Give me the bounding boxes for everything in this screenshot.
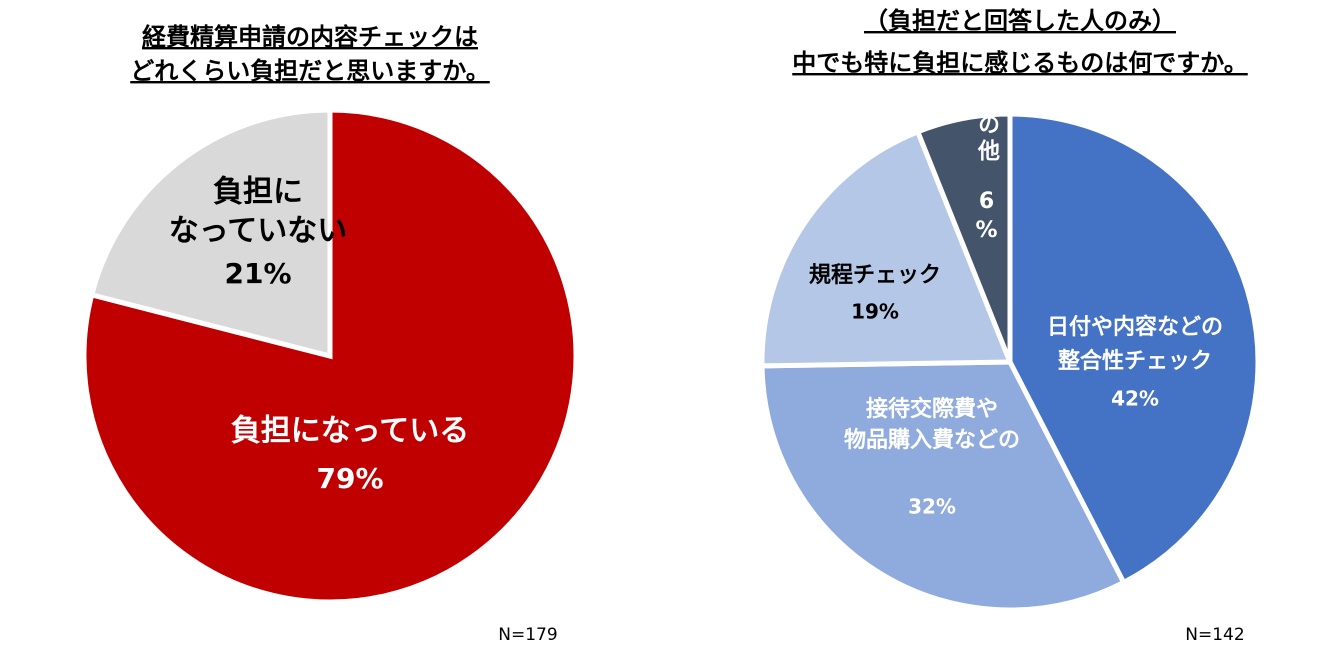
chart-title: 経費精算申請の内容チェックは bbox=[142, 23, 478, 51]
pie-slice bbox=[88, 107, 333, 360]
slice-value-label: 6% bbox=[974, 189, 999, 247]
slice-label: 物品購入費などの bbox=[844, 427, 1020, 453]
sample-note: N=142 bbox=[1185, 625, 1244, 645]
slice-label: 日付や内容などの bbox=[1047, 314, 1223, 340]
pie-slice bbox=[81, 107, 579, 605]
slice-label: 整合性チェック bbox=[1058, 348, 1212, 374]
slice-label: なっていない bbox=[169, 214, 348, 249]
slice-value-label: 21% bbox=[224, 257, 291, 290]
slice-label: 支出の妥当性チェック bbox=[822, 0, 1042, 12]
slice-label: 規程チェック bbox=[809, 263, 941, 288]
pie-slice bbox=[914, 111, 1013, 363]
slice-value-label: 79% bbox=[316, 462, 383, 495]
slice-label: 負担になっている bbox=[231, 414, 470, 449]
slice-value-label: 32% bbox=[908, 495, 956, 519]
slice-label: その他 bbox=[974, 87, 1001, 165]
pie-slice bbox=[759, 128, 1014, 369]
slice-value-label: 42% bbox=[1111, 387, 1159, 411]
slice-label: 負担に bbox=[213, 175, 303, 210]
pie-slice bbox=[759, 359, 1128, 613]
chart-title: （負担だと回答した人のみ） bbox=[864, 7, 1176, 35]
slice-label: 接待交際費や bbox=[866, 396, 998, 422]
chart-title: どれくらい負担だと思いますか。 bbox=[130, 57, 490, 85]
sample-note: N=179 bbox=[498, 625, 557, 645]
chart-title: 中でも特に負担に感じるものは何ですか。 bbox=[792, 49, 1248, 77]
slice-value-label: 19% bbox=[851, 300, 899, 324]
pie-slice bbox=[1007, 111, 1261, 586]
